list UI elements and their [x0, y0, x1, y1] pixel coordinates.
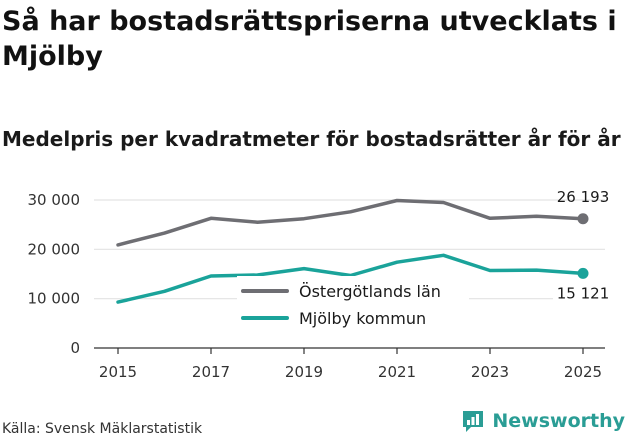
series-line-ostergotland	[116, 198, 585, 247]
end-label-mjolby: 15 121	[557, 284, 610, 302]
y-tick-label: 10 000	[28, 290, 81, 308]
series-lines	[116, 198, 589, 304]
end-labels: 26 193 15 121	[553, 188, 613, 303]
legend-label: Östergötlands län	[299, 282, 441, 301]
brand-name: Newsworthy	[492, 410, 625, 432]
y-tick-label: 0	[70, 339, 80, 357]
legend: Östergötlands län Mjölby kommun	[237, 276, 469, 334]
chart-subtitle: Medelpris per kvadratmeter för bostadsrä…	[2, 127, 621, 151]
y-tick-label: 30 000	[28, 191, 81, 209]
x-tick-label: 2015	[99, 363, 137, 381]
x-tick-label: 2017	[192, 363, 230, 381]
end-label-ostergotland: 26 193	[557, 188, 610, 206]
x-tick-label: 2023	[471, 363, 509, 381]
series-line-mjolby	[116, 253, 585, 304]
newsworthy-icon	[463, 411, 484, 432]
end-label-background	[553, 282, 613, 303]
x-tick-label: 2021	[378, 363, 416, 381]
series-end-point	[577, 267, 589, 279]
legend-label: Mjölby kommun	[299, 309, 426, 328]
x-tick-label: 2019	[285, 363, 323, 381]
y-tick-label: 20 000	[28, 240, 81, 258]
page-title: Så har bostadsrättspriserna utvecklats i…	[2, 6, 617, 72]
x-tick-label: 2025	[564, 363, 602, 381]
brand-logo: Newsworthy	[460, 408, 625, 434]
legend-background	[237, 276, 469, 334]
series-end-point	[577, 213, 589, 225]
source-note: Källa: Svensk Mäklarstatistik	[2, 421, 203, 437]
axes: 0 10 000 20 000 30 000 2015 2017 2019 2021 2023 2…	[28, 191, 605, 381]
